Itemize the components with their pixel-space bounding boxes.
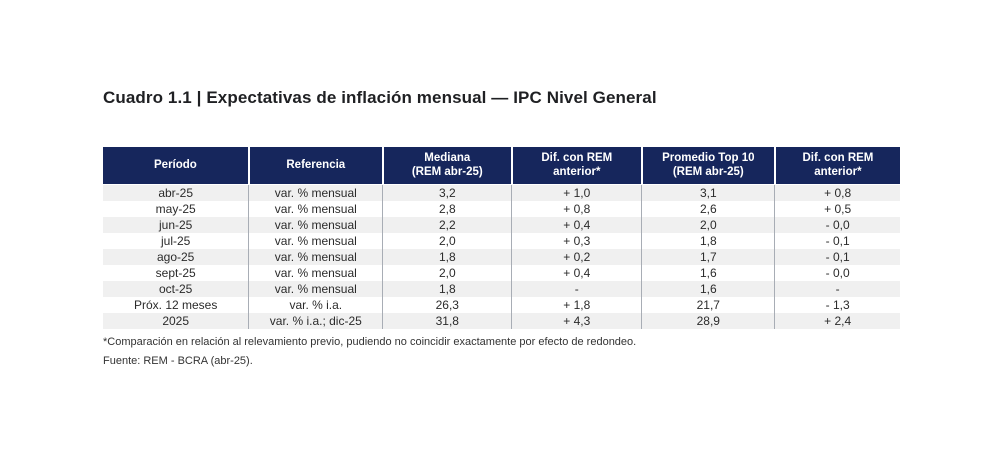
table-row: oct-25 var. % mensual 1,8-1,6-	[103, 281, 900, 297]
table-cell: 2025	[103, 313, 250, 329]
table-cell: - 0,0	[825, 218, 850, 232]
table-cell: + 0,2	[511, 249, 643, 265]
table-cell: sept-25	[103, 265, 250, 281]
table-cell: + 0,8	[824, 186, 852, 200]
table-cell: 2,6	[641, 201, 776, 217]
footnote-comparison: *Comparación en relación al relevamiento…	[103, 336, 637, 348]
table-cell: 3,2	[382, 184, 513, 201]
header-mediana: Mediana (REM abr-25)	[382, 147, 513, 185]
table-cell: 1,8	[641, 233, 776, 249]
table-cell: 2,0	[382, 233, 513, 249]
table-row: jul-25 var. % mensual 2,0 + 0,3 1,8 - 0,1	[103, 233, 900, 249]
table-cell: - 0,0	[825, 266, 850, 280]
table-cell: + 1,0	[511, 184, 643, 201]
table-cell: + 1,8	[511, 297, 643, 313]
table-cell: - 0,1	[825, 234, 850, 248]
table-cell: 1,8	[382, 281, 513, 297]
table-cell: + 2,4	[824, 314, 852, 328]
table-cell: - 0,1	[825, 250, 850, 264]
table-cell: 31,8	[382, 313, 513, 329]
table-cell: + 4,3	[511, 313, 643, 329]
header-promedio-top10: Promedio Top 10 (REM abr-25)	[641, 147, 776, 185]
table-cell: 1,6	[641, 265, 776, 281]
inflation-expectations-table: Período Referencia Mediana (REM abr-25) …	[103, 147, 900, 329]
table-cell: jul-25	[103, 233, 250, 249]
table-cell: 1,8	[382, 249, 513, 265]
table-cell: 21,7	[641, 297, 776, 313]
table-cell: 2,0	[641, 217, 776, 233]
table-cell: 28,9	[641, 313, 776, 329]
table-cell: may-25	[103, 201, 250, 217]
table-cell: var. % i.a.	[248, 297, 384, 313]
table-row: Próx. 12 meses var. % i.a. 26,3 + 1,8 21,7 - …	[103, 297, 900, 313]
table-cell: Próx. 12 meses	[103, 297, 250, 313]
table-row: abr-25 var. % mensual 3,2 + 1,0 3,1 + 0,8	[103, 184, 900, 201]
table-cell: var. % mensual	[248, 265, 384, 281]
table-cell: abr-25	[103, 184, 250, 201]
header-dif-rem-top10: Dif. con REM anterior*	[774, 147, 900, 185]
table-cell: -	[511, 281, 643, 297]
table-cell: var. % mensual	[248, 249, 384, 265]
table-cell: + 0,4	[511, 265, 643, 281]
table-cell: 26,3	[382, 297, 513, 313]
footnote-source: Fuente: REM - BCRA (abr-25).	[103, 355, 253, 367]
table-cell: var. % i.a.; dic-25	[248, 313, 384, 329]
header-referencia: Referencia	[248, 147, 384, 185]
table-cell: jun-25	[103, 217, 250, 233]
table-cell: + 0,4	[511, 217, 643, 233]
table-cell: var. % mensual	[248, 217, 384, 233]
table-header: Período Referencia Mediana (REM abr-25) …	[103, 147, 900, 185]
table-cell: oct-25	[103, 281, 250, 297]
table-cell: 3,1	[641, 184, 776, 201]
table-row: may-25 var. % mensual 2,8 + 0,8 2,6 + 0,5	[103, 201, 900, 217]
table-cell: ago-25	[103, 249, 250, 265]
table-row: jun-25 var. % mensual 2,2 + 0,4 2,0 - 0,0	[103, 217, 900, 233]
data-table-container: Período Referencia Mediana (REM abr-25) …	[103, 147, 900, 329]
table-row: 2025 var. % i.a.; dic-25 31,8 + 4,3 28,9 + 2,…	[103, 313, 900, 329]
table-cell: 2,2	[382, 217, 513, 233]
table-cell: + 0,8	[511, 201, 643, 217]
table-title: Cuadro 1.1 | Expectativas de inflación m…	[103, 88, 657, 107]
header-periodo: Período	[103, 147, 250, 185]
table-cell: 1,7	[641, 249, 776, 265]
table-cell: var. % mensual	[248, 184, 384, 201]
table-body: abr-25 var. % mensual 3,2 + 1,0 3,1 + 0,8 may-…	[103, 184, 900, 329]
table-cell: var. % mensual	[248, 201, 384, 217]
table-cell: 2,0	[382, 265, 513, 281]
table-cell: 2,8	[382, 201, 513, 217]
table-row: sept-25 var. % mensual 2,0 + 0,4 1,6 - 0,0	[103, 265, 900, 281]
table-cell: + 0,5	[824, 202, 852, 216]
table-cell: - 1,3	[825, 298, 850, 312]
table-cell: var. % mensual	[248, 281, 384, 297]
table-cell: 1,6	[641, 281, 776, 297]
header-dif-rem-mediana: Dif. con REM anterior*	[511, 147, 643, 185]
table-cell: var. % mensual	[248, 233, 384, 249]
table-cell: -	[835, 282, 840, 296]
table-cell: + 0,3	[511, 233, 643, 249]
table-row: ago-25 var. % mensual 1,8 + 0,2 1,7 - 0,1	[103, 249, 900, 265]
